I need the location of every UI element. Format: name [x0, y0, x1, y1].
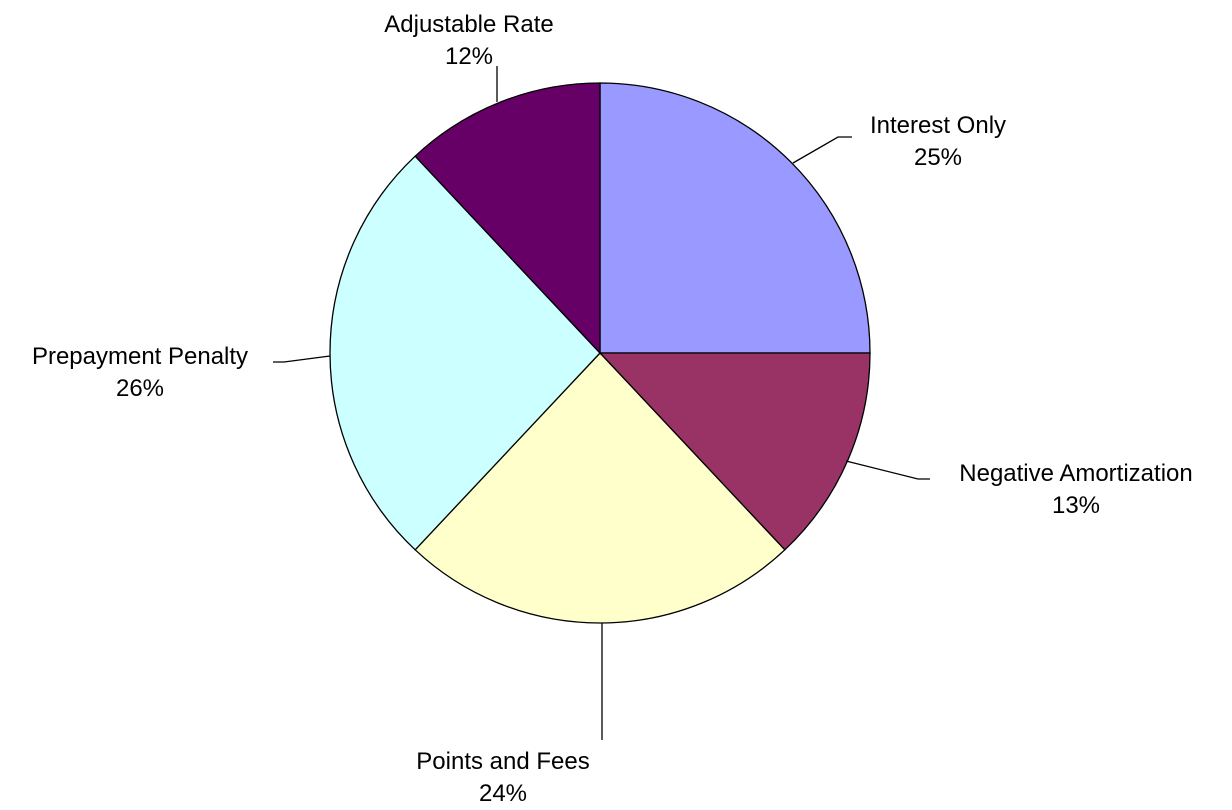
leader-line-3: [273, 355, 331, 363]
leader-line-0: [792, 136, 852, 164]
slice-percent-3: 26%: [116, 375, 164, 402]
slice-percent-1: 13%: [1052, 492, 1100, 519]
pie-slice-1: [598, 352, 871, 551]
leader-line-1: [845, 460, 930, 480]
slice-labels: Interest Only 25% Negative Amortization 13%…: [32, 11, 1193, 807]
pie-slice-2: [414, 352, 786, 624]
slice-percent-4: 12%: [445, 43, 493, 70]
slice-label-1: Negative Amortization: [959, 460, 1192, 487]
slice-percent-2: 24%: [479, 780, 527, 807]
slice-percent-0: 25%: [914, 144, 962, 171]
slice-label-4: Adjustable Rate: [384, 11, 553, 38]
leader-lines: [273, 66, 930, 740]
pie-slice-0: [599, 82, 871, 354]
slice-label-0: Interest Only: [870, 112, 1006, 139]
pie-slice-3: [329, 155, 601, 551]
slice-label-2: Points and Fees: [416, 748, 589, 775]
slice-label-3: Prepayment Penalty: [32, 343, 248, 370]
pie-slices: [329, 82, 871, 624]
pie-slice-4: [414, 82, 601, 355]
